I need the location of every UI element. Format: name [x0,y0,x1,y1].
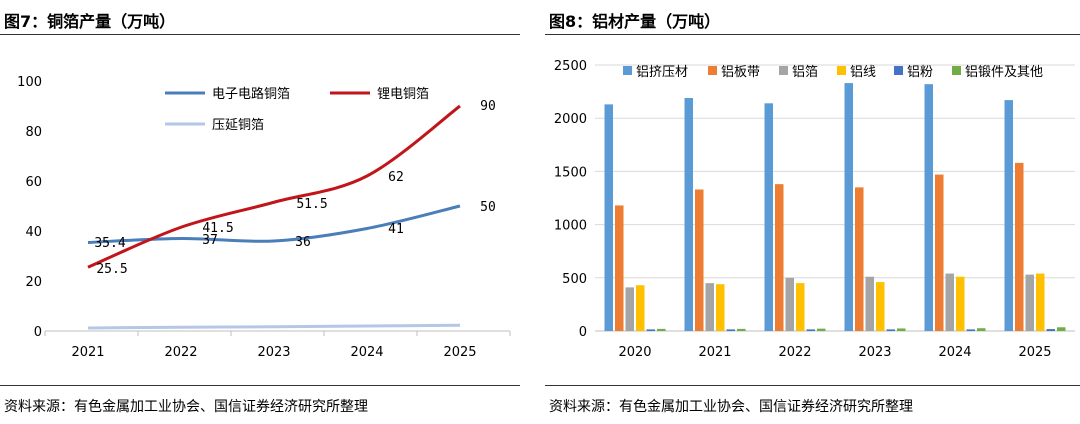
data-label: 41.5 [202,221,233,236]
figure-8-source: 资料来源：有色金属加工业协会、国信证券经济研究所整理 [549,399,913,415]
bar-铝箔 [785,277,794,331]
legend-label: 铝线 [850,65,876,80]
figure-7-source: 资料来源：有色金属加工业协会、国信证券经济研究所整理 [4,399,368,415]
x-tick-label: 2025 [443,345,476,360]
legend-swatch [952,66,961,75]
y-tick-label: 2500 [554,59,587,74]
figure-8-title: 图8：铝材产量（万吨） [549,12,721,31]
bar-铝线 [716,284,725,331]
y-tick-label: 0 [579,325,587,340]
legend-swatch [894,66,903,75]
y-tick-label: 1500 [554,165,587,180]
bar-铝挤压材 [844,83,853,331]
legend-swatch [708,66,717,75]
bar-铝锻件及其他 [817,328,826,331]
copper-foil-line-chart: 0 20 40 60 80 100 2021 2022 2023 2024 2025 35.4 37 36… [17,75,511,360]
bar-铝板带 [935,174,944,331]
legend-label: 铝粉 [907,65,933,80]
y-tick-label: 100 [17,75,42,90]
legend-swatch [837,66,846,75]
bar-铝板带 [775,184,784,331]
bar-铝挤压材 [764,103,773,331]
data-label: 50 [480,200,496,215]
x-tick-label: 2021 [71,345,104,360]
legend-label: 压延铜箔 [212,117,264,133]
x-tick-label: 2023 [858,345,891,360]
x-tick-label: 2023 [257,345,290,360]
x-tick-label: 2025 [1018,345,1051,360]
title-rule [0,34,520,35]
y-tick-label: 0 [34,325,42,340]
data-label: 35.4 [94,236,125,251]
bar-铝线 [876,282,885,331]
legend-label: 铝箔 [792,64,818,80]
data-label: 90 [480,99,496,114]
legend-label: 锂电铜箔 [377,86,429,102]
aluminum-bar-chart: 0 500 1000 1500 2000 2500 2020 2021 2022 2023 2024… [554,59,1075,360]
bar-铝锻件及其他 [977,328,986,331]
y-tick-label: 1000 [554,219,587,234]
bar-铝挤压材 [1004,100,1013,331]
legend-label: 电子电路铜箔 [212,86,290,102]
bar-铝线 [956,276,965,331]
bar-铝板带 [1015,162,1024,331]
bar-铝箔 [1025,274,1034,331]
x-tick-label: 2020 [618,345,651,360]
data-label: 51.5 [296,197,327,212]
bar-铝锻件及其他 [897,328,906,331]
x-tick-label: 2021 [698,345,731,360]
bar-铝粉 [726,329,735,331]
bar-铝线 [1036,273,1045,331]
lithium-battery-copper-foil-line [87,104,461,269]
bar-铝锻件及其他 [657,328,666,331]
source-rule [545,385,1080,386]
bar-铝挤压材 [604,104,613,331]
y-tick-label: 20 [25,275,42,290]
bar-铝箔 [945,273,954,331]
bar-铝板带 [615,205,624,331]
bar-铝板带 [855,187,864,331]
legend-swatch [779,66,788,75]
bar-铝板带 [695,189,704,331]
data-label: 41 [388,222,404,237]
electronic-circuit-copper-foil-line [87,204,461,244]
x-tick-label: 2024 [938,345,971,360]
bar-铝挤压材 [684,97,693,331]
bar-铝粉 [1046,329,1055,331]
data-label: 25.5 [96,262,127,277]
bar-铝线 [796,283,805,331]
title-rule [545,34,1080,35]
bar-铝粉 [966,329,975,331]
data-label: 36 [295,235,311,250]
bar-铝箔 [865,276,874,331]
legend-swatch [623,66,632,75]
bar-铝锻件及其他 [737,328,746,331]
data-label: 37 [202,233,218,248]
source-rule [0,385,520,386]
data-label: 62 [388,170,404,185]
y-tick-label: 60 [25,175,42,190]
aluminum-panel: 图8：铝材产量（万吨） 0 500 1000 1500 2000 2500 2020 2021… [545,0,1080,424]
legend-label: 铝锻件及其他 [965,65,1043,80]
rolled-copper-foil-line [87,323,461,330]
bar-铝锻件及其他 [1057,327,1066,331]
x-tick-label: 2024 [350,345,383,360]
bar-铝挤压材 [924,84,933,331]
legend-label: 铝挤压材 [636,65,688,80]
y-tick-label: 2000 [554,112,587,127]
bar-铝线 [636,285,645,331]
bar-铝粉 [806,329,815,331]
bar-铝粉 [886,329,895,331]
x-tick-label: 2022 [164,345,197,360]
y-tick-label: 40 [25,225,42,240]
copper-foil-panel: 图7：铜箔产量（万吨） 0 20 40 60 80 100 2021 2022 2023 2024… [0,0,520,424]
bar-铝粉 [646,329,655,331]
bar-铝箔 [625,287,634,331]
y-tick-label: 500 [562,272,587,287]
legend-label: 铝板带 [721,65,760,80]
y-tick-label: 80 [25,125,42,140]
x-tick-label: 2022 [778,345,811,360]
figure-7-title: 图7：铜箔产量（万吨） [4,12,176,31]
bar-铝箔 [705,283,714,331]
